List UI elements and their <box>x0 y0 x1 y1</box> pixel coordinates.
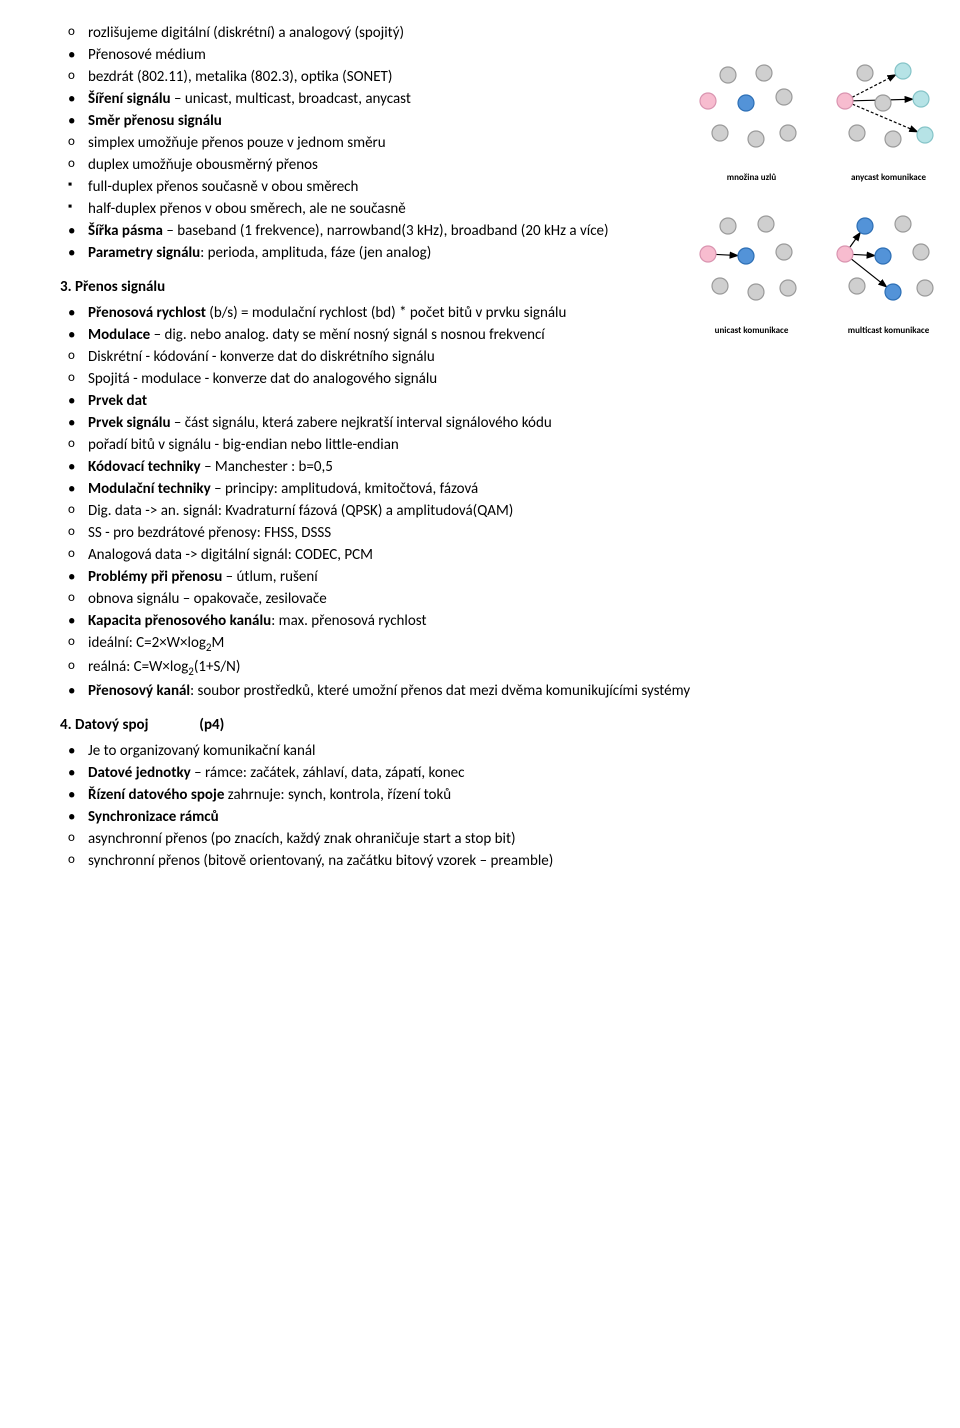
text-line: ideální: C=2×W×log2M <box>60 634 900 654</box>
text-line: Šířka pásma – baseband (1 frekvence), na… <box>60 222 620 240</box>
heading-section-4: 4. Datový spoj (p4) <box>60 716 900 734</box>
text-line: Analogová data -> digitální signál: CODE… <box>60 546 900 564</box>
text-line: Směr přenosu signálu <box>60 112 620 130</box>
text-line: Modulační techniky – principy: amplitudo… <box>60 480 900 498</box>
text-line: Přenosová rychlost (b/s) = modulační ryc… <box>60 304 900 322</box>
text-line: Problémy při přenosu – útlum, rušení <box>60 568 900 586</box>
text-line: asynchronní přenos (po znacích, každý zn… <box>60 830 900 848</box>
text-line: Šíření signálu – unicast, multicast, bro… <box>60 90 620 108</box>
text-line: pořadí bitů v signálu - big-endian nebo … <box>60 436 900 454</box>
diagram-anycast <box>827 40 947 170</box>
text-line: Je to organizovaný komunikační kanál <box>60 742 900 760</box>
text-line: Řízení datového spoje zahrnuje: synch, k… <box>60 786 900 804</box>
text-line: obnova signálu – opakovače, zesilovače <box>60 590 900 608</box>
text-line: Modulace – dig. nebo analog. daty se měn… <box>60 326 900 344</box>
comm-diagrams: množina uzlů anycast komunikace unicast … <box>690 40 950 336</box>
text-line: Parametry signálu: perioda, amplituda, f… <box>60 244 620 262</box>
diagram-label: anycast komunikace <box>827 172 950 183</box>
text-line: Kapacita přenosového kanálu: max. přenos… <box>60 612 900 630</box>
text-line: Prvek dat <box>60 392 900 410</box>
text-line: Datové jednotky – rámce: začátek, záhlav… <box>60 764 900 782</box>
text-line: half-duplex přenos v obou směrech, ale n… <box>60 200 620 218</box>
text-line: Přenosový kanál: soubor prostředků, kter… <box>60 682 900 700</box>
text-line: Přenosové médium <box>60 46 620 64</box>
text-line: full-duplex přenos současně v obou směre… <box>60 178 620 196</box>
text-line: reálná: C=W×log2(1+S/N) <box>60 658 900 678</box>
text-line: synchronní přenos (bitově orientovaný, n… <box>60 852 900 870</box>
text-line: rozlišujeme digitální (diskrétní) a anal… <box>60 24 620 42</box>
text-line: SS - pro bezdrátové přenosy: FHSS, DSSS <box>60 524 900 542</box>
text-line: Synchronizace rámců <box>60 808 900 826</box>
diagram-label: množina uzlů <box>690 172 813 183</box>
text-line: Kódovací techniky – Manchester : b=0,5 <box>60 458 900 476</box>
text-line: Spojitá - modulace - konverze dat do ana… <box>60 370 900 388</box>
text-line: duplex umožňuje obousměrný přenos <box>60 156 620 174</box>
text-line: Prvek signálu – část signálu, která zabe… <box>60 414 900 432</box>
text-line: Diskrétní - kódování - konverze dat do d… <box>60 348 900 366</box>
text-line: simplex umožňuje přenos pouze v jednom s… <box>60 134 620 152</box>
text-line: Dig. data -> an. signál: Kvadraturní fáz… <box>60 502 900 520</box>
text-line: bezdrát (802.11), metalika (802.3), opti… <box>60 68 620 86</box>
diagram-mnozina-uzlu <box>690 40 810 170</box>
